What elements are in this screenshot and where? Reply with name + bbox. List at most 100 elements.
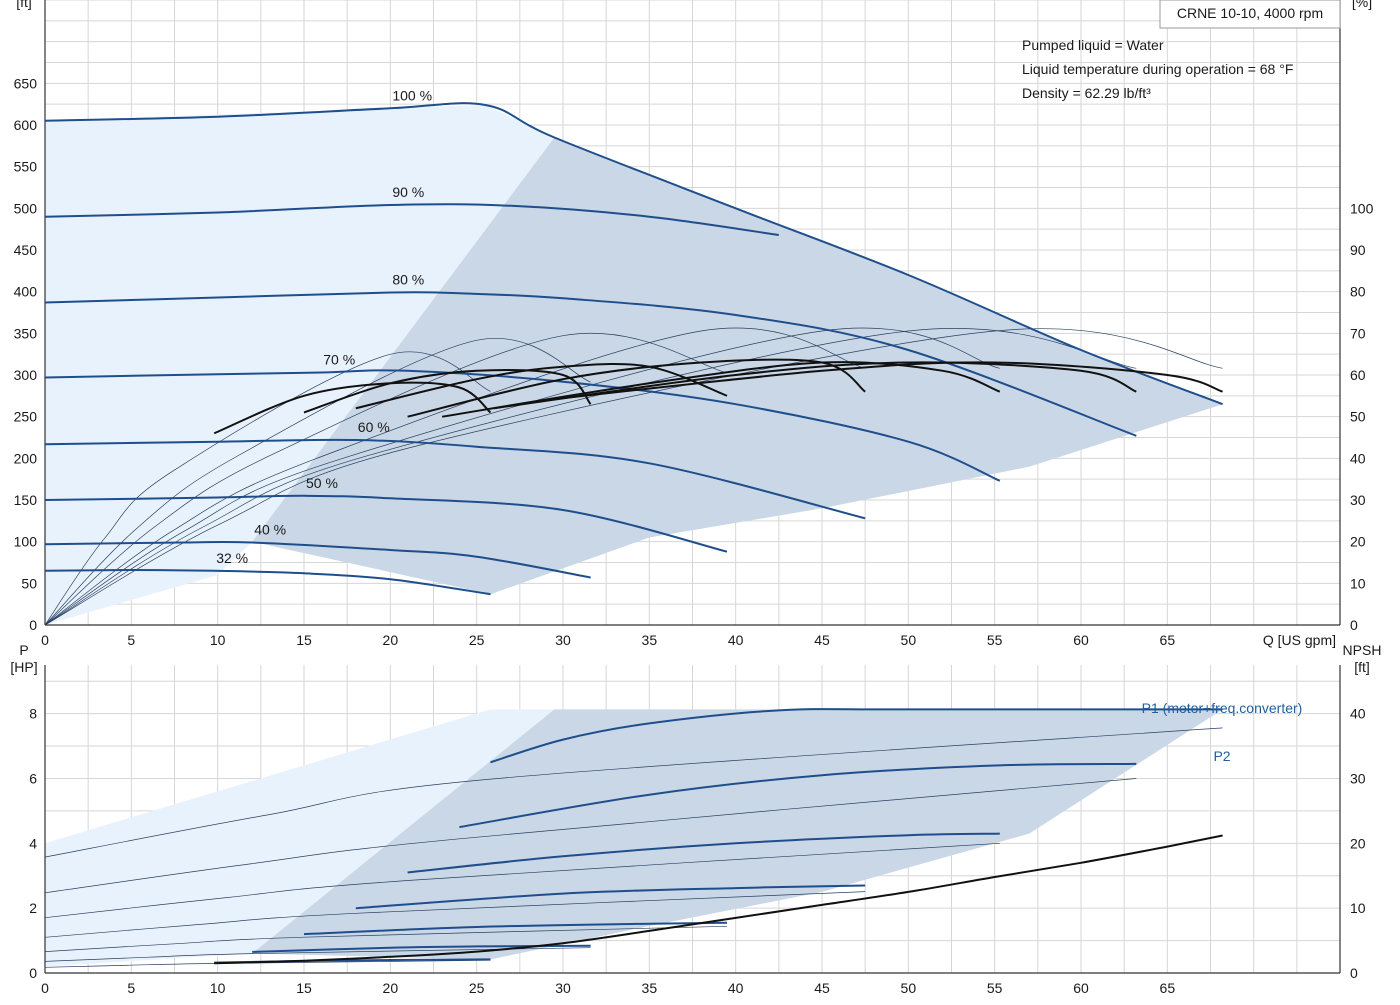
p1-label: P1 (motor+freq.converter)	[1142, 700, 1303, 716]
head-chart: 0 5 10 15 20 25 30 35 40 45 50 55 60 6505010015020025…	[14, 0, 1374, 648]
y-right-tick-label: 90	[1350, 242, 1366, 258]
chart-annotations: CRNE 10-10, 4000 rpm Pumped liquid = Wat…	[1022, 0, 1341, 101]
x-tick-label: 20	[383, 632, 399, 648]
y-left-tick-label: 100	[14, 534, 38, 550]
title-box	[1159, 0, 1341, 29]
operating-range-dark	[252, 137, 1223, 595]
x-tick-label: 65	[1160, 980, 1176, 996]
y-right-tick-label: 40	[1350, 706, 1366, 722]
npsh-curve	[214, 834, 1223, 965]
y-right-axis-label: NPSH	[1343, 642, 1382, 658]
info-line-liquid: Pumped liquid = Water	[1022, 37, 1164, 53]
x-tick-label: 30	[555, 980, 571, 996]
speed-label: 90 %	[392, 184, 424, 200]
speed-label: 100 %	[392, 87, 432, 103]
x-tick-label: 20	[383, 980, 399, 996]
head-curve	[44, 568, 491, 596]
y-right-tick-label: 20	[1350, 835, 1366, 851]
y-left-tick-label: 500	[14, 200, 38, 216]
x-tick-label: 55	[987, 980, 1003, 996]
x-tick-label: 65	[1160, 632, 1176, 648]
head-curve	[44, 102, 1223, 406]
power-curve	[490, 708, 1223, 764]
power-thin-curve	[44, 727, 1223, 858]
x-tick-label: 25	[469, 632, 485, 648]
y-right-tick-label: 100	[1350, 200, 1374, 216]
speed-label: 70 %	[323, 352, 355, 368]
power-thin-curve	[44, 959, 491, 968]
power-curve	[459, 762, 1137, 829]
y-left-tick-label: 2	[29, 900, 37, 916]
y-left-tick-label: 150	[14, 492, 38, 508]
y-right-tick-label: 10	[1350, 900, 1366, 916]
head-curve	[44, 291, 1137, 437]
y-left-tick-label: 550	[14, 159, 38, 175]
system-curve	[44, 338, 591, 626]
operating-range-dark	[252, 709, 1223, 960]
y-right-tick-label: 20	[1350, 534, 1366, 550]
x-tick-label: 40	[728, 980, 744, 996]
y-left-tick-label: 200	[14, 450, 38, 466]
y-left-tick-label: 300	[14, 367, 38, 383]
head-curves: 100 % 90 % 80 % 70 % 60 % 50 % 40 % 32 %	[44, 87, 1223, 596]
x-tick-label: 55	[987, 632, 1003, 648]
y-right-tick-label: 80	[1350, 284, 1366, 300]
operating-range-light	[45, 105, 555, 625]
x-tick-label: 50	[901, 632, 917, 648]
x-axis-label: Q [US gpm]	[1263, 632, 1336, 648]
power-system-curves	[44, 727, 1223, 968]
efficiency-curve	[355, 362, 728, 410]
y-left-axis-label: P	[19, 642, 28, 658]
x-tick-label: 5	[127, 980, 135, 996]
power-curve	[407, 832, 1000, 874]
y-right-tick-label: 0	[1350, 617, 1358, 633]
efficiency-curve	[545, 361, 1223, 401]
power-thin-curve	[44, 947, 591, 962]
x-tick-label: 45	[814, 632, 830, 648]
efficiency-curves	[213, 358, 1223, 435]
y-left-tick-label: 250	[14, 409, 38, 425]
speed-label: 40 %	[254, 522, 286, 538]
y-left-tick-label: 650	[14, 75, 38, 91]
power-thin-curve	[44, 778, 1137, 894]
y-right-tick-label: 10	[1350, 575, 1366, 591]
y-right-axis-label: [ft]	[1354, 659, 1370, 675]
x-tick-label: 60	[1073, 980, 1089, 996]
x-tick-label: 35	[642, 980, 658, 996]
y-right-tick-label: 0	[1350, 965, 1358, 981]
power-curves	[214, 708, 1223, 964]
system-curve	[44, 327, 1000, 626]
x-tick-label: 30	[555, 632, 571, 648]
system-curve	[44, 327, 866, 626]
x-tick-label: 15	[296, 980, 312, 996]
efficiency-curve	[303, 369, 592, 414]
y-left-tick-label: 400	[14, 284, 38, 300]
x-tick-label: 15	[296, 632, 312, 648]
x-tick-label: 0	[41, 632, 49, 648]
x-tick-label: 40	[728, 632, 744, 648]
y-right-tick-label: 70	[1350, 325, 1366, 341]
info-line-temperature: Liquid temperature during operation = 68…	[1022, 61, 1293, 77]
y-right-tick-label: 60	[1350, 367, 1366, 383]
power-curve	[355, 884, 866, 910]
power-npsh-chart: 0 5 10 15 20 25 30 35 40 45 50 55 60 65 0 2 4 6 8 0 10 20 30 40…	[10, 642, 1381, 996]
chart-title: CRNE 10-10, 4000 rpm	[1177, 5, 1323, 21]
y-left-tick-label: 450	[14, 242, 38, 258]
x-tick-label: 5	[127, 632, 135, 648]
x-tick-label: 50	[901, 980, 917, 996]
head-curve	[44, 540, 591, 579]
y-left-axis-label: [HP]	[10, 659, 37, 675]
power-thin-curve	[44, 842, 1000, 919]
y-left-tick-label: 6	[29, 770, 37, 786]
head-curve	[44, 369, 1001, 482]
x-tick-label: 25	[469, 980, 485, 996]
head-curve	[44, 203, 779, 236]
y-left-axis-label: [ft]	[16, 0, 32, 10]
y-left-tick-label: 350	[14, 325, 38, 341]
x-tick-label: 10	[210, 980, 226, 996]
y-right-tick-label: 30	[1350, 492, 1366, 508]
x-tick-label: 35	[642, 632, 658, 648]
head-curve	[44, 494, 728, 553]
y-left-tick-label: 4	[29, 835, 37, 851]
